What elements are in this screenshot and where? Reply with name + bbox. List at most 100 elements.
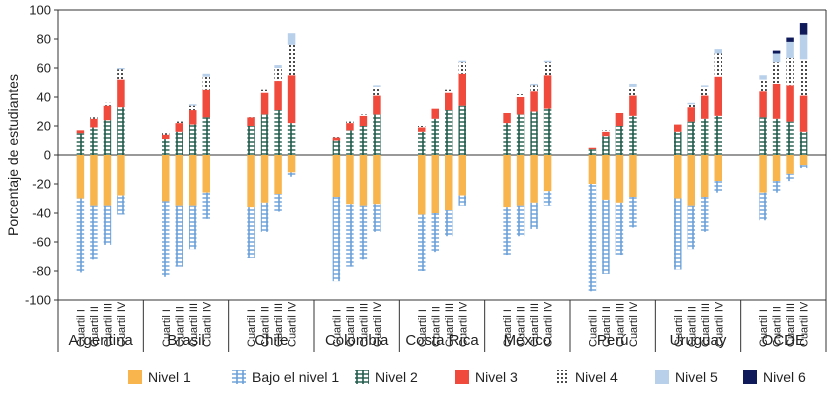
bar-segment-b1: [332, 197, 341, 282]
bar-segment-n4: [103, 102, 112, 106]
bar-segment-b1: [287, 172, 296, 177]
legend-label-b1: Bajo el nivel 1: [252, 369, 339, 385]
axis-layer: -100 -80 -60 -40 -20 0 20 40 60 80 100: [25, 3, 827, 308]
bar-segment-n2: [530, 111, 538, 155]
quartile-label: Cuartil IV: [372, 301, 384, 347]
bar-segment-n4: [516, 94, 525, 97]
bar-segment-n2: [117, 107, 125, 155]
bar-segment-n1: [701, 155, 709, 198]
bar-segment-n1: [90, 155, 98, 206]
bar-segment-b1: [701, 197, 709, 232]
quartile-label: Cuartil IV: [201, 301, 213, 347]
bar-segment-n1: [458, 155, 466, 196]
bar-segment-n3: [332, 137, 341, 141]
bar-segment-n5: [687, 102, 695, 105]
bar-segment-n1: [786, 155, 794, 174]
bar-segment-n2: [274, 110, 282, 155]
bar-segment-b1: [431, 213, 439, 253]
y-tick-label: -100: [25, 293, 51, 308]
bar-segment-n4: [714, 53, 722, 77]
bar-segment-b1: [588, 184, 597, 292]
bar-segment-n6: [772, 50, 781, 54]
bar-segment-n4: [373, 86, 381, 96]
bar-segment-n2: [103, 120, 112, 155]
quartile-label: Cuartil II: [260, 306, 272, 347]
quartile-label: Cuartil I: [673, 309, 685, 347]
quartile-label: Cuartil I: [587, 309, 599, 347]
bar-segment-n4: [786, 57, 794, 86]
bar-segment-b1: [503, 207, 511, 256]
bar-segment-n1: [418, 155, 426, 215]
bar-segment-n3: [103, 105, 112, 121]
bar-segment-n2: [701, 118, 709, 155]
quartile-label: Cuartil III: [102, 303, 114, 347]
bar-segment-n1: [117, 155, 125, 196]
bar-segment-b1: [117, 195, 125, 215]
bar-segment-n5: [772, 53, 781, 63]
bar-segment-b1: [260, 202, 269, 232]
country-label: Costa Rica: [405, 332, 479, 349]
quartile-label: Cuartil II: [772, 306, 784, 347]
bar-segment-n4: [90, 117, 98, 119]
bar-segment-n4: [687, 104, 695, 108]
country-label: México: [504, 332, 552, 349]
legend-swatch-n3: [455, 370, 469, 384]
bar-segment-n3: [431, 108, 439, 119]
bar-segment-n2: [687, 121, 695, 155]
bar-segment-b1: [615, 202, 624, 256]
bar-segment-n1: [602, 155, 610, 200]
bar-segment-n2: [786, 121, 794, 155]
bar-segment-n4: [772, 62, 781, 84]
bar-segment-n1: [76, 155, 85, 199]
bars-layer: [76, 23, 808, 292]
bar-segment-b1: [629, 197, 637, 228]
legend-label-n6: Nivel 6: [763, 369, 806, 385]
country-label: Chile: [254, 332, 288, 349]
y-tick-label: -60: [32, 235, 51, 250]
y-tick-label: -20: [32, 177, 51, 192]
bar-segment-n2: [202, 117, 210, 155]
bar-segment-b1: [418, 214, 426, 271]
y-tick-label: 0: [44, 148, 51, 163]
bar-segment-n3: [543, 75, 552, 109]
bar-segment-b1: [76, 198, 85, 273]
country-label: Brasil: [167, 332, 205, 349]
bar-segment-n1: [615, 155, 624, 203]
legend-swatch-n4: [555, 370, 569, 384]
bar-segment-n2: [602, 136, 610, 155]
bar-segment-n2: [359, 126, 368, 155]
country-label: OCDE: [762, 332, 805, 349]
quartile-label: Cuartil III: [273, 303, 285, 347]
country-label: Uruguay: [670, 332, 727, 349]
legend-label-n2: Nivel 2: [375, 369, 418, 385]
bar-segment-n3: [772, 83, 781, 119]
bar-segment-b1: [346, 204, 354, 267]
bar-segment-n2: [503, 123, 511, 155]
bar-segment-n4: [202, 76, 210, 90]
quartile-label: Cuartil IV: [713, 301, 725, 347]
bar-segment-n4: [189, 105, 197, 111]
bar-segment-n4: [175, 121, 183, 124]
quartile-label: Cuartil I: [502, 309, 514, 347]
bar-segment-n1: [674, 155, 682, 199]
bar-segment-n1: [274, 155, 282, 195]
quartile-label: Cuartil I: [161, 309, 173, 347]
quartile-label: Cuartil IV: [287, 301, 299, 347]
bar-segment-b1: [602, 199, 610, 274]
bar-segment-n3: [588, 147, 597, 150]
bar-segment-n2: [615, 126, 624, 155]
bar-segment-n4: [701, 86, 709, 96]
bar-segment-n5: [629, 83, 637, 87]
legend: Nivel 1 Bajo el nivel 1 Nivel 2 Nivel 3 Nive…: [128, 369, 806, 385]
bar-segment-n6: [786, 37, 794, 42]
bar-segment-n4: [602, 130, 610, 132]
bar-segment-b1: [373, 204, 381, 232]
bar-segment-n1: [530, 155, 538, 203]
bar-segment-n4: [418, 126, 426, 128]
bar-segment-n4: [247, 115, 255, 118]
bar-segment-n3: [175, 123, 183, 132]
quartile-label: Cuartil I: [417, 309, 429, 347]
bar-segment-n5: [189, 104, 197, 106]
x-labels-layer: Cuartil I Cuartil II Cuartil III Cuartil IV…: [57, 300, 827, 352]
